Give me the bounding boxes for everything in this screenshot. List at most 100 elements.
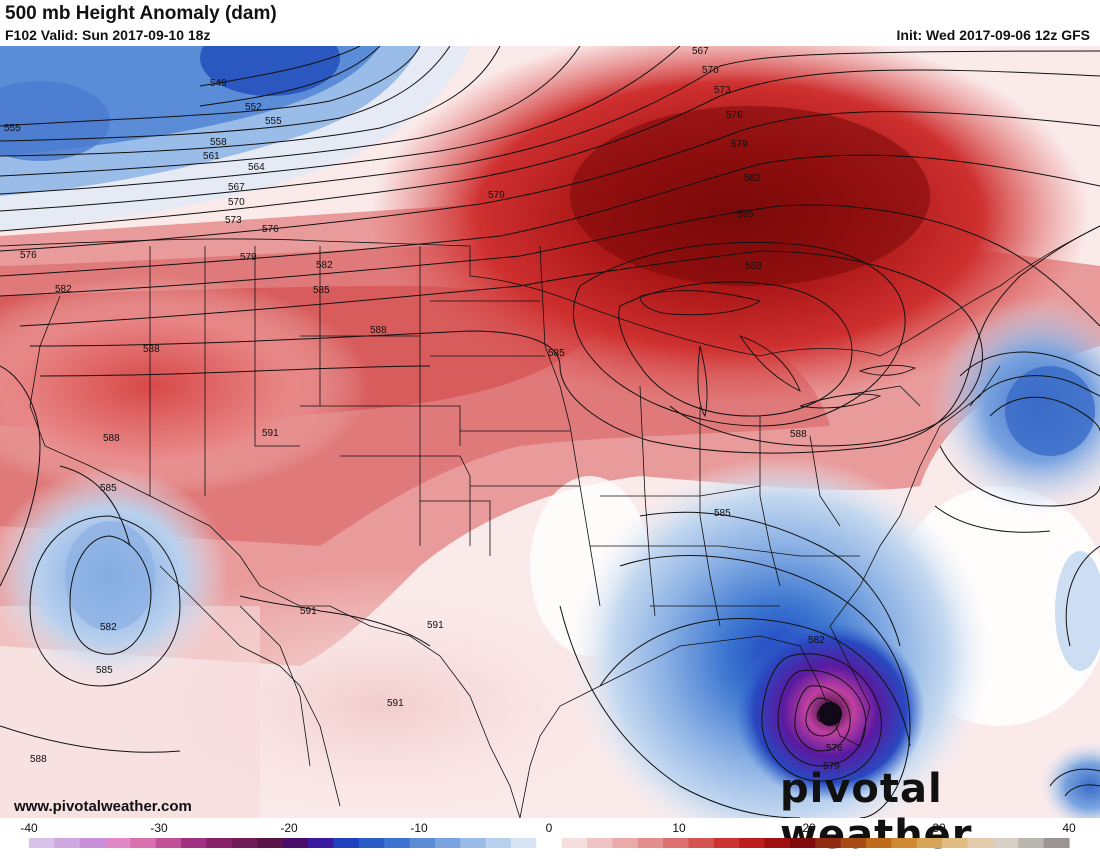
colorbar-swatch (460, 838, 487, 848)
contour-label: 570 (702, 65, 719, 76)
colorbar-swatch (384, 838, 411, 848)
colorbar-tick-label: 10 (672, 821, 686, 835)
colorbar-swatch (1043, 838, 1070, 848)
map-title: 500 mb Height Anomaly (dam) (5, 3, 277, 24)
contour-label: 591 (262, 428, 279, 439)
contour-label: 588 (30, 754, 47, 765)
colorbar-swatch (231, 838, 258, 848)
contour-label: 591 (427, 620, 444, 631)
colorbar-swatch (764, 838, 791, 848)
website-watermark: www.pivotalweather.com (14, 798, 192, 815)
colorbar-swatch (916, 838, 943, 848)
colorbar-swatch (409, 838, 436, 848)
colorbar-swatch (688, 838, 715, 848)
contour-label: 588 (745, 261, 762, 272)
valid-time: F102 Valid: Sun 2017-09-10 18z (5, 27, 211, 43)
contour-label: 585 (96, 665, 113, 676)
contour-label: 588 (370, 325, 387, 336)
colorbar-swatch (992, 838, 1019, 848)
contour-label: 567 (228, 182, 245, 193)
colorbar-tick-label: -40 (20, 821, 38, 835)
contour-label: 549 (210, 78, 227, 89)
contour-label: 552 (245, 102, 262, 113)
colorbar-swatch (815, 838, 842, 848)
contour-label: 576 (20, 250, 37, 261)
contour-label: 567 (692, 46, 709, 57)
contour-label: 576 (826, 743, 843, 754)
height-contours (0, 46, 1100, 818)
header: 500 mb Height Anomaly (dam) F102 Valid: … (0, 0, 1100, 46)
contour-label: 582 (744, 173, 761, 184)
contour-label: 576 (726, 110, 743, 121)
contour-label: 573 (714, 85, 731, 96)
contour-label: 561 (203, 151, 220, 162)
colorbar-tick-label: -30 (150, 821, 168, 835)
colorbar-swatch (105, 838, 132, 848)
colorbar-swatch (79, 838, 106, 848)
contour-label: 591 (300, 606, 317, 617)
contour-label: 579 (488, 190, 505, 201)
colorbar-swatch (308, 838, 334, 848)
contour-label: 555 (265, 116, 282, 127)
colorbar-swatch (333, 838, 360, 848)
colorbar: -40 -30 -20 -10 0 10 20 30 40 (12, 818, 1088, 850)
great-lakes (639, 290, 917, 418)
colorbar-swatches (29, 838, 1070, 848)
contour-label: 579 (240, 252, 257, 263)
colorbar-swatch (891, 838, 918, 848)
colorbar-swatch (434, 838, 461, 848)
contour-label: 582 (55, 284, 72, 295)
contour-label: 558 (210, 137, 227, 148)
colorbar-swatch (561, 838, 588, 848)
contour-label: 570 (228, 197, 245, 208)
colorbar-tick-label: -20 (280, 821, 298, 835)
colorbar-swatch (612, 838, 639, 848)
colorbar-swatch (485, 838, 512, 848)
colorbar-swatch (155, 838, 182, 848)
contour-label: 588 (103, 433, 120, 444)
contour-label: 555 (4, 123, 21, 134)
colorbar-swatch (739, 838, 766, 848)
colorbar-tick-label: -10 (410, 821, 428, 835)
contour-label: 588 (143, 344, 160, 355)
colorbar-swatch (789, 838, 816, 848)
contour-label: 588 (790, 429, 807, 440)
colorbar-swatch (536, 838, 563, 848)
colorbar-tick-label: 30 (932, 821, 946, 835)
colorbar-tick-label: 20 (802, 821, 816, 835)
contour-label: 585 (313, 285, 330, 296)
contour-label: 579 (731, 139, 748, 150)
colorbar-swatch (510, 838, 537, 848)
colorbar-swatch (181, 838, 208, 848)
colorbar-swatch (29, 838, 55, 848)
colorbar-swatch (282, 838, 309, 848)
colorbar-swatch (840, 838, 867, 848)
contour-label: 585 (100, 483, 117, 494)
map-canvas: 549 552 555 555 558 561 564 567 570 573 … (0, 46, 1100, 818)
colorbar-swatch (206, 838, 233, 848)
init-time: Init: Wed 2017-09-06 12z GFS (896, 27, 1090, 43)
colorbar-swatch (587, 838, 614, 848)
contour-label: 582 (100, 622, 117, 633)
colorbar-tick-label: 0 (546, 821, 553, 835)
colorbar-swatch (663, 838, 690, 848)
contour-label: 585 (737, 209, 754, 220)
contour-label: 573 (225, 215, 242, 226)
contour-label: 582 (808, 635, 825, 646)
colorbar-ticks: -40 -30 -20 -10 0 10 20 30 40 (20, 821, 1076, 835)
contour-label: 576 (262, 224, 279, 235)
contour-label: 585 (548, 348, 565, 359)
colorbar-swatch (942, 838, 969, 848)
contour-label: 585 (714, 508, 731, 519)
height-anomaly-map[interactable]: 549 552 555 555 558 561 564 567 570 573 … (0, 46, 1100, 818)
colorbar-swatch (54, 838, 81, 848)
colorbar-swatch (257, 838, 284, 848)
colorbar-swatch (1018, 838, 1045, 848)
contour-labels: 549 552 555 555 558 561 564 567 570 573 … (4, 46, 843, 772)
contour-label: 582 (316, 260, 333, 271)
borders (0, 225, 1100, 818)
colorbar-swatch (637, 838, 664, 848)
colorbar-tick-label: 40 (1062, 821, 1076, 835)
colorbar-swatch (358, 838, 385, 848)
colorbar-swatch (130, 838, 157, 848)
